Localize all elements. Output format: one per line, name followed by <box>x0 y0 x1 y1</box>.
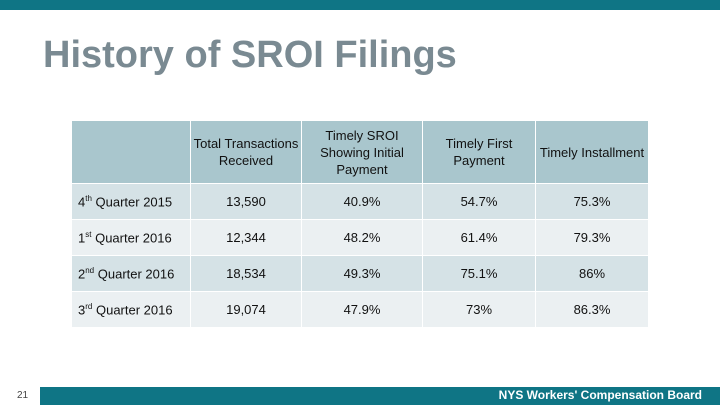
table-header-row: Total Transactions Received Timely SROI … <box>72 121 649 184</box>
table-row: 3rd Quarter 2016 19,074 47.9% 73% 86.3% <box>72 292 649 328</box>
quarter-label: 3rd Quarter 2016 <box>72 292 191 328</box>
header-timely-installment: Timely Installment <box>536 121 649 184</box>
total-transactions-cell: 19,074 <box>191 292 302 328</box>
page-number: 21 <box>17 390 29 401</box>
timely-first-payment-cell: 75.1% <box>423 256 536 292</box>
total-transactions-cell: 13,590 <box>191 184 302 220</box>
top-accent-bar <box>0 0 720 10</box>
header-corner <box>72 121 191 184</box>
timely-installment-cell: 75.3% <box>536 184 649 220</box>
table-row: 2nd Quarter 2016 18,534 49.3% 75.1% 86% <box>72 256 649 292</box>
timely-sroi-cell: 49.3% <box>302 256 423 292</box>
header-total-transactions: Total Transactions Received <box>191 121 302 184</box>
sroi-filings-table: Total Transactions Received Timely SROI … <box>72 121 649 328</box>
timely-sroi-cell: 48.2% <box>302 220 423 256</box>
total-transactions-cell: 12,344 <box>191 220 302 256</box>
timely-first-payment-cell: 73% <box>423 292 536 328</box>
quarter-label: 4th Quarter 2015 <box>72 184 191 220</box>
quarter-label: 1st Quarter 2016 <box>72 220 191 256</box>
footer-bar: NYS Workers' Compensation Board <box>40 387 720 405</box>
footer-brand-logo: NYS Workers' Compensation Board <box>498 388 702 402</box>
table-row: 1st Quarter 2016 12,344 48.2% 61.4% 79.3… <box>72 220 649 256</box>
page-title: History of SROI Filings <box>43 34 457 76</box>
timely-installment-cell: 86% <box>536 256 649 292</box>
timely-first-payment-cell: 61.4% <box>423 220 536 256</box>
timely-first-payment-cell: 54.7% <box>423 184 536 220</box>
header-timely-sroi: Timely SROI Showing Initial Payment <box>302 121 423 184</box>
header-timely-first-payment: Timely First Payment <box>423 121 536 184</box>
total-transactions-cell: 18,534 <box>191 256 302 292</box>
table-row: 4th Quarter 2015 13,590 40.9% 54.7% 75.3… <box>72 184 649 220</box>
timely-installment-cell: 79.3% <box>536 220 649 256</box>
timely-installment-cell: 86.3% <box>536 292 649 328</box>
timely-sroi-cell: 40.9% <box>302 184 423 220</box>
timely-sroi-cell: 47.9% <box>302 292 423 328</box>
quarter-label: 2nd Quarter 2016 <box>72 256 191 292</box>
